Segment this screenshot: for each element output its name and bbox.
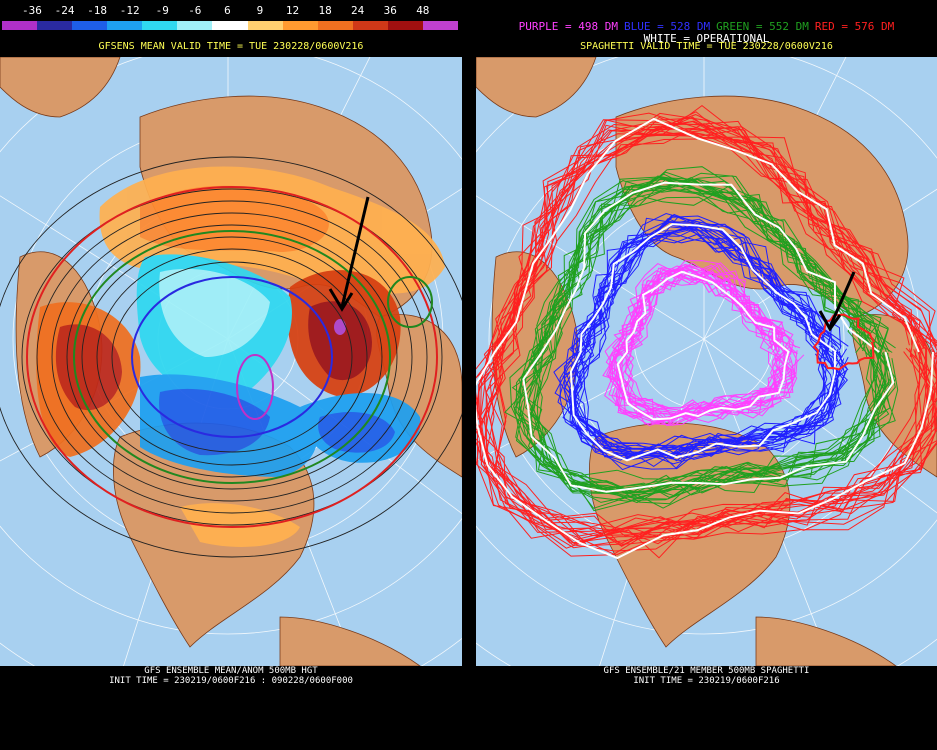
ensemble-member-contour [568,231,839,461]
ensemble-member-contour [517,175,890,509]
arrow-marker [818,271,856,332]
ensemble-member-contour [476,120,937,545]
colorbar-label: -6 [188,4,202,17]
colorbar-label: 48 [416,4,430,17]
ensemble-member-contour [610,265,794,427]
colorbar-swatch [317,21,353,30]
colorbar-swatch [352,21,388,30]
colorbar-swatch [2,21,38,30]
ensemble-member-contour [476,112,937,534]
colorbar-swatch [107,21,143,30]
ensemble-member-contour [525,178,893,498]
colorbar-swatch [142,21,178,30]
spaghetti-lines [476,104,937,560]
anomaly-colorbar: -36 -24 -18 -12 -9 -6 6 9 12 18 24 36 48 [2,4,459,30]
colorbar-swatch [72,21,108,30]
colorbar-label: 6 [224,4,231,17]
anomaly-shading [36,166,445,547]
legend-item: GREEN = 552 DM [716,20,809,33]
arrow-marker [328,196,370,312]
left-panel-title: GFSENS MEAN VALID TIME = TUE 230228/0600… [98,41,364,52]
colorbar-swatch [37,21,73,30]
colorbar-label: 12 [285,4,300,17]
colorbar-label: 36 [383,4,397,17]
ensemble-member-contour [562,217,846,459]
operational-contour [476,117,934,560]
ensemble-member-contour [476,126,936,549]
colorbar-swatch [387,21,423,30]
colorbar-swatch [212,21,248,30]
closed-low-contour [812,313,876,371]
ensemble-member-contour [533,186,899,512]
legend-item: PURPLE = 498 DM [518,20,619,33]
anomaly-map [0,57,462,666]
ensemble-member-contour [504,180,890,494]
ensemble-member-contour [523,188,896,495]
colorbar-label: 18 [318,4,332,17]
spaghetti-panel: PURPLE = 498 DM BLUE = 528 DM GREEN = 552 … [476,0,937,750]
colorbar-labels: -36 -24 -18 -12 -9 -6 6 9 12 18 24 36 48 [2,4,458,18]
ensemble-member-contour [553,220,827,461]
key-contours [26,186,438,528]
ensemble-member-contour [563,215,842,449]
spaghetti-map [476,57,937,666]
ensemble-member-contour [532,166,893,488]
colorbar-label: 9 [256,4,264,17]
colorbar-swatch [282,21,318,30]
colorbar-label: -24 [54,4,75,17]
ensemble-member-contour [559,228,828,460]
colorbar-swatch [422,21,459,30]
ensemble-mean-anomaly-panel: -36 -24 -18 -12 -9 -6 6 9 12 18 24 36 48 GFSENS MEAN… [0,0,462,750]
operational-contour [522,181,895,493]
colorbar-label: -36 [22,4,42,17]
ensemble-member-contour [616,260,798,418]
colorbar-swatches [2,21,459,30]
colorbar-swatch [177,21,213,30]
colorbar-label: -9 [155,4,169,17]
left-footer-line2: INIT TIME = 230219/0600F216 : 090228/060… [109,676,353,686]
ensemble-member-contour [605,264,793,413]
ensemble-member-contour [496,116,937,541]
ensemble-member-contour [476,116,929,537]
ensemble-member-contour [509,177,884,493]
ensemble-member-contour [621,272,798,423]
ensemble-member-contour [568,224,842,470]
operational-contour [569,223,837,462]
ensemble-member-contour [530,196,885,505]
height-contours [0,156,462,558]
colorbar-label: -12 [119,4,140,17]
right-footer-line2: INIT TIME = 230219/0600F216 [633,676,780,686]
colorbar-label: 24 [351,4,365,17]
left-footer-line1: GFS ENSEMBLE MEAN/ANOM 500MB HGT [144,666,318,676]
right-footer-line1: GFS ENSEMBLE/21 MEMBER 500MB SPAGHETTI [603,666,810,676]
colorbar-swatch [247,21,283,30]
ensemble-member-contour [611,265,791,419]
ensemble-member-contour [479,112,937,544]
ensemble-member-contour [490,104,937,545]
colorbar-label: -18 [87,4,108,17]
operational-contour [616,270,790,421]
contour-legend: PURPLE = 498 DM BLUE = 528 DM GREEN = 552 … [476,20,937,33]
legend-item: RED = 576 DM [814,20,895,33]
right-panel-title: SPAGHETTI VALID TIME = TUE 230228/0600V2… [580,41,833,52]
operational-legend: WHITE = OPERATIONAL [643,32,770,45]
legend-item: BLUE = 528 DM [624,20,711,33]
